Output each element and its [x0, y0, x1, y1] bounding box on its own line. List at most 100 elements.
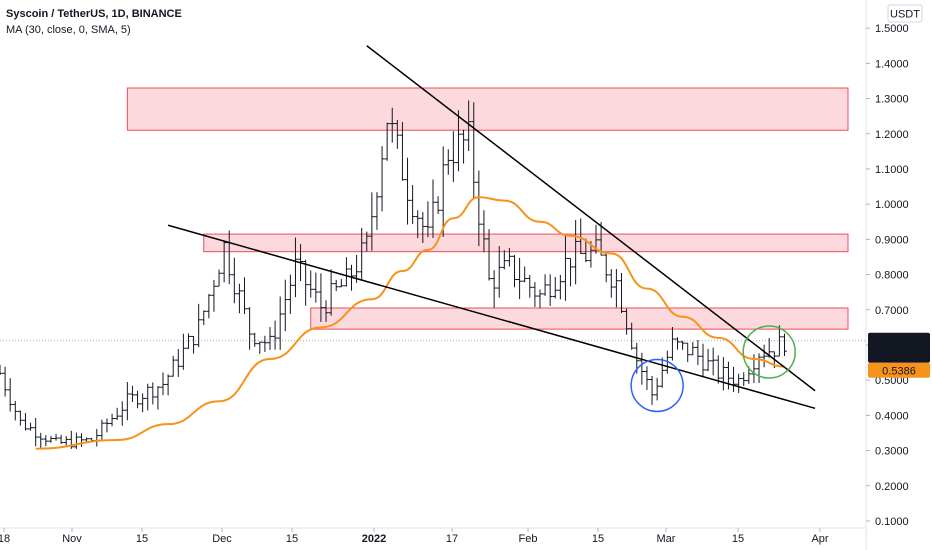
ohlc-bar	[481, 210, 487, 253]
ohlc-bar	[781, 333, 787, 356]
price-tick: 0.2000	[866, 481, 909, 493]
price-tick: 1.0000	[866, 199, 909, 211]
time-tick: 15	[732, 528, 744, 545]
ohlc-bar	[506, 248, 512, 267]
time-tick-label: Apr	[811, 533, 828, 545]
ohlc-bar	[389, 107, 395, 143]
ohlc-bar	[496, 246, 502, 298]
ohlc-bar	[236, 283, 242, 314]
resistance-zone-middle[interactable]	[203, 233, 849, 253]
ohlc-bar	[700, 343, 706, 377]
ohlc-bar	[394, 119, 400, 149]
ohlc-bar	[58, 434, 64, 444]
ohlc-bar	[272, 320, 278, 350]
ohlc-bar	[175, 349, 181, 377]
ohlc-bar	[695, 340, 701, 366]
ohlc-bar	[303, 259, 309, 306]
ohlc-bar	[343, 257, 349, 287]
chart-legend: Syscoin / TetherUS, 1D, BINANCE MA (30, …	[6, 6, 182, 38]
ohlc-bar	[135, 390, 141, 409]
currency-label[interactable]: USDT	[887, 4, 923, 23]
time-tick-label: Nov	[62, 533, 82, 545]
ohlc-bar	[573, 220, 579, 285]
ohlc-bar	[180, 333, 186, 370]
resistance-zone-upper[interactable]	[126, 87, 849, 131]
ohlc-bar	[547, 274, 553, 306]
ohlc-bar	[374, 192, 380, 230]
ma-value-tag: 0.5386	[868, 362, 930, 378]
ohlc-bar	[399, 122, 405, 181]
ohlc-bar	[242, 277, 248, 315]
ohlc-bar	[257, 341, 263, 354]
ohlc-bar	[22, 412, 28, 431]
ohlc-bar	[191, 335, 197, 354]
time-tick: 2022	[362, 528, 386, 545]
falling-wedge-support-line[interactable]	[167, 224, 816, 410]
ohlc-bar	[486, 229, 492, 281]
ohlc-bar	[430, 179, 436, 238]
ohlc-bar	[0, 364, 3, 375]
time-axis[interactable]: 18 Nov 15 Dec 15 2022 17 Feb 15 Mar 15 Apr	[0, 528, 829, 545]
price-tick-label: 0.3000	[875, 446, 909, 458]
ohlc-bar	[359, 227, 365, 281]
price-tick-label: 0.2000	[875, 481, 909, 493]
indicator-legend[interactable]: MA (30, close, 0, SMA, 5)	[6, 24, 131, 36]
ohlc-bar	[629, 322, 635, 350]
ohlc-bar	[155, 385, 161, 410]
ohlc-bar	[247, 307, 253, 350]
price-tick-label: 1.2000	[875, 129, 909, 141]
ohlc-bar	[282, 279, 288, 332]
price-tick-label: 0.9000	[875, 234, 909, 246]
time-tick-label: 15	[136, 533, 148, 545]
currency-label-text: USDT	[890, 9, 920, 21]
ohlc-bar	[578, 218, 584, 254]
symbol-title[interactable]: Syscoin / TetherUS, 1D, BINANCE	[6, 8, 182, 20]
ohlc-bar	[287, 274, 293, 314]
ohlc-bar	[512, 255, 518, 288]
price-tick: 0.9000	[866, 234, 909, 246]
ohlc-bar	[680, 340, 686, 350]
ohlc-bar	[552, 277, 558, 299]
ohlc-bar	[150, 382, 156, 405]
price-tick: 1.5000	[866, 23, 909, 35]
ohlc-bar	[410, 185, 416, 225]
ohlc-bar	[38, 432, 44, 449]
ohlc-bar	[43, 435, 49, 447]
price-tick: 0.4000	[866, 410, 909, 422]
time-tick-label: Dec	[212, 533, 232, 545]
ohlc-bar	[583, 238, 589, 263]
time-tick-label: 15	[732, 533, 744, 545]
ohlc-bar	[613, 269, 619, 308]
ohlc-bar	[160, 372, 166, 396]
ohlc-bar	[221, 240, 227, 283]
ohlc-bar	[185, 333, 191, 349]
ohlc-bar	[415, 210, 421, 239]
ohlc-bar	[84, 437, 90, 442]
ohlc-bar	[471, 102, 477, 200]
ohlc-bar	[267, 327, 273, 350]
price-axis[interactable]: 1.5000 1.4000 1.3000 1.2000 1.1000 1.0000 0.90…	[866, 23, 909, 528]
moving-average-line[interactable]	[35, 196, 785, 450]
ohlc-bar	[517, 257, 523, 300]
ohlc-bar	[129, 385, 135, 403]
time-tick-label: 17	[446, 533, 458, 545]
price-tick-label: 0.5000	[875, 375, 909, 387]
descending-resistance-line[interactable]	[366, 45, 816, 392]
ohlc-bar	[206, 293, 212, 319]
ohlc-bar	[53, 433, 59, 441]
price-tick: 1.3000	[866, 94, 909, 106]
ohlc-bar	[170, 355, 176, 377]
ohlc-bar	[685, 342, 691, 362]
ohlc-bar	[231, 257, 237, 304]
bounce-circle-blue[interactable]	[630, 358, 684, 413]
ohlc-bar	[364, 231, 370, 252]
price-tick: 0.8000	[866, 270, 909, 282]
ohlc-bar	[48, 435, 54, 443]
ohlc-bar	[461, 129, 467, 164]
ohlc-bar	[761, 344, 767, 368]
ohlc-bar	[501, 250, 507, 270]
breakout-circle-green[interactable]	[742, 325, 796, 379]
ohlc-bar	[33, 418, 39, 447]
price-tick-label: 0.8000	[875, 270, 909, 282]
